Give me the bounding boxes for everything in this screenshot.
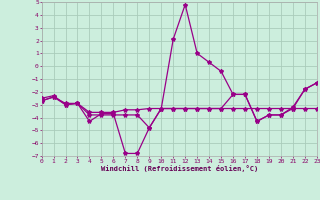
X-axis label: Windchill (Refroidissement éolien,°C): Windchill (Refroidissement éolien,°C) [100, 165, 258, 172]
